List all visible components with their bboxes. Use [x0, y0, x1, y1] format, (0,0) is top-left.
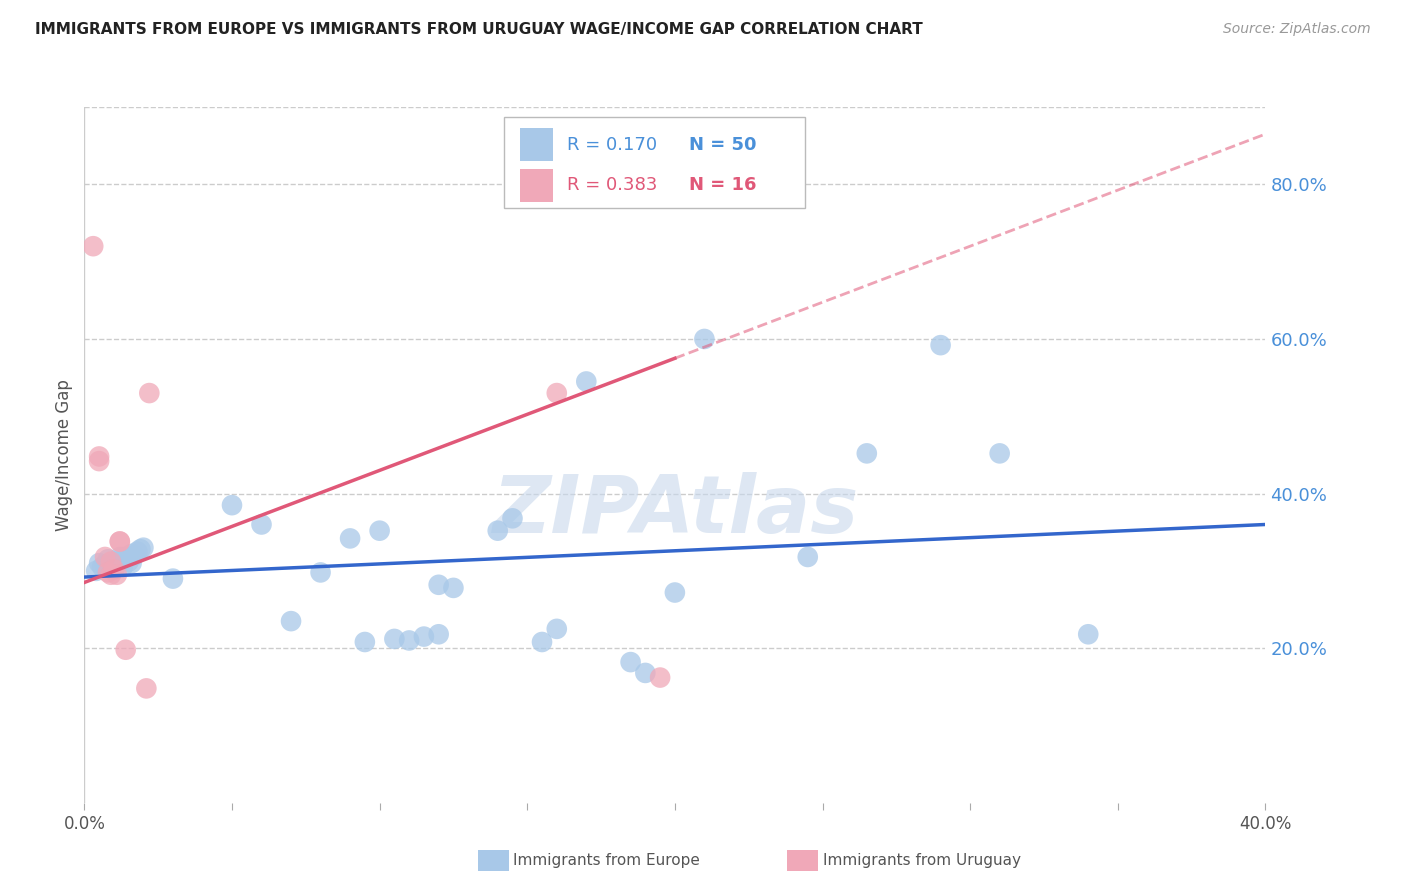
Point: [89, 450, 111, 464]
Point: [1077, 627, 1099, 641]
Point: [664, 585, 686, 599]
Point: [427, 627, 450, 641]
Point: [796, 549, 818, 564]
Point: [129, 542, 152, 557]
Text: Source: ZipAtlas.com: Source: ZipAtlas.com: [1223, 22, 1371, 37]
Point: [354, 635, 377, 649]
Point: [121, 556, 143, 570]
Point: [114, 552, 136, 566]
Text: R = 0.170: R = 0.170: [568, 136, 658, 153]
Point: [103, 562, 125, 576]
Point: [382, 632, 406, 646]
Point: [127, 544, 149, 558]
Point: [108, 534, 131, 549]
Point: [132, 541, 155, 555]
Point: [546, 386, 568, 401]
Point: [575, 375, 598, 389]
Point: [89, 556, 111, 570]
Point: [619, 655, 641, 669]
Point: [929, 338, 952, 352]
Point: [105, 567, 128, 582]
FancyBboxPatch shape: [520, 169, 553, 202]
Point: [114, 642, 136, 657]
Point: [693, 332, 716, 346]
Point: [135, 681, 157, 696]
Point: [486, 524, 509, 538]
Point: [634, 665, 657, 680]
Point: [339, 532, 361, 546]
Point: [100, 558, 122, 572]
Text: Immigrants from Europe: Immigrants from Europe: [513, 854, 700, 868]
Text: ZIPAtlas: ZIPAtlas: [492, 472, 858, 549]
Point: [855, 446, 877, 460]
Text: IMMIGRANTS FROM EUROPE VS IMMIGRANTS FROM URUGUAY WAGE/INCOME GAP CORRELATION CH: IMMIGRANTS FROM EUROPE VS IMMIGRANTS FRO…: [35, 22, 922, 37]
Text: N = 50: N = 50: [689, 136, 756, 153]
Point: [501, 511, 523, 525]
Point: [82, 239, 104, 253]
Point: [162, 572, 184, 586]
Point: [97, 552, 120, 566]
Point: [108, 549, 131, 564]
Point: [84, 564, 107, 578]
Text: Immigrants from Uruguay: Immigrants from Uruguay: [823, 854, 1021, 868]
Point: [100, 567, 122, 582]
Point: [427, 578, 450, 592]
Point: [413, 630, 436, 644]
Point: [91, 560, 114, 574]
FancyBboxPatch shape: [520, 128, 553, 161]
Point: [280, 614, 302, 628]
Point: [118, 555, 141, 569]
Y-axis label: Wage/Income Gap: Wage/Income Gap: [55, 379, 73, 531]
Point: [221, 498, 243, 512]
Text: R = 0.383: R = 0.383: [568, 177, 658, 194]
Point: [118, 549, 141, 564]
Point: [108, 534, 131, 549]
Point: [124, 549, 146, 563]
Point: [309, 566, 332, 580]
Point: [988, 446, 1011, 460]
Point: [100, 555, 122, 569]
Point: [530, 635, 553, 649]
Point: [138, 386, 160, 401]
Point: [89, 454, 111, 468]
Point: [111, 549, 134, 564]
Point: [103, 556, 125, 570]
Point: [105, 558, 128, 572]
Point: [398, 633, 420, 648]
Point: [648, 671, 672, 685]
Point: [441, 581, 464, 595]
Point: [97, 566, 120, 580]
Point: [94, 549, 117, 564]
Point: [368, 524, 391, 538]
Point: [546, 622, 568, 636]
Point: [111, 560, 134, 574]
FancyBboxPatch shape: [503, 118, 804, 208]
Point: [108, 555, 131, 569]
Point: [250, 517, 273, 532]
Point: [103, 562, 125, 576]
Point: [121, 547, 143, 561]
Text: N = 16: N = 16: [689, 177, 756, 194]
Point: [94, 558, 117, 572]
